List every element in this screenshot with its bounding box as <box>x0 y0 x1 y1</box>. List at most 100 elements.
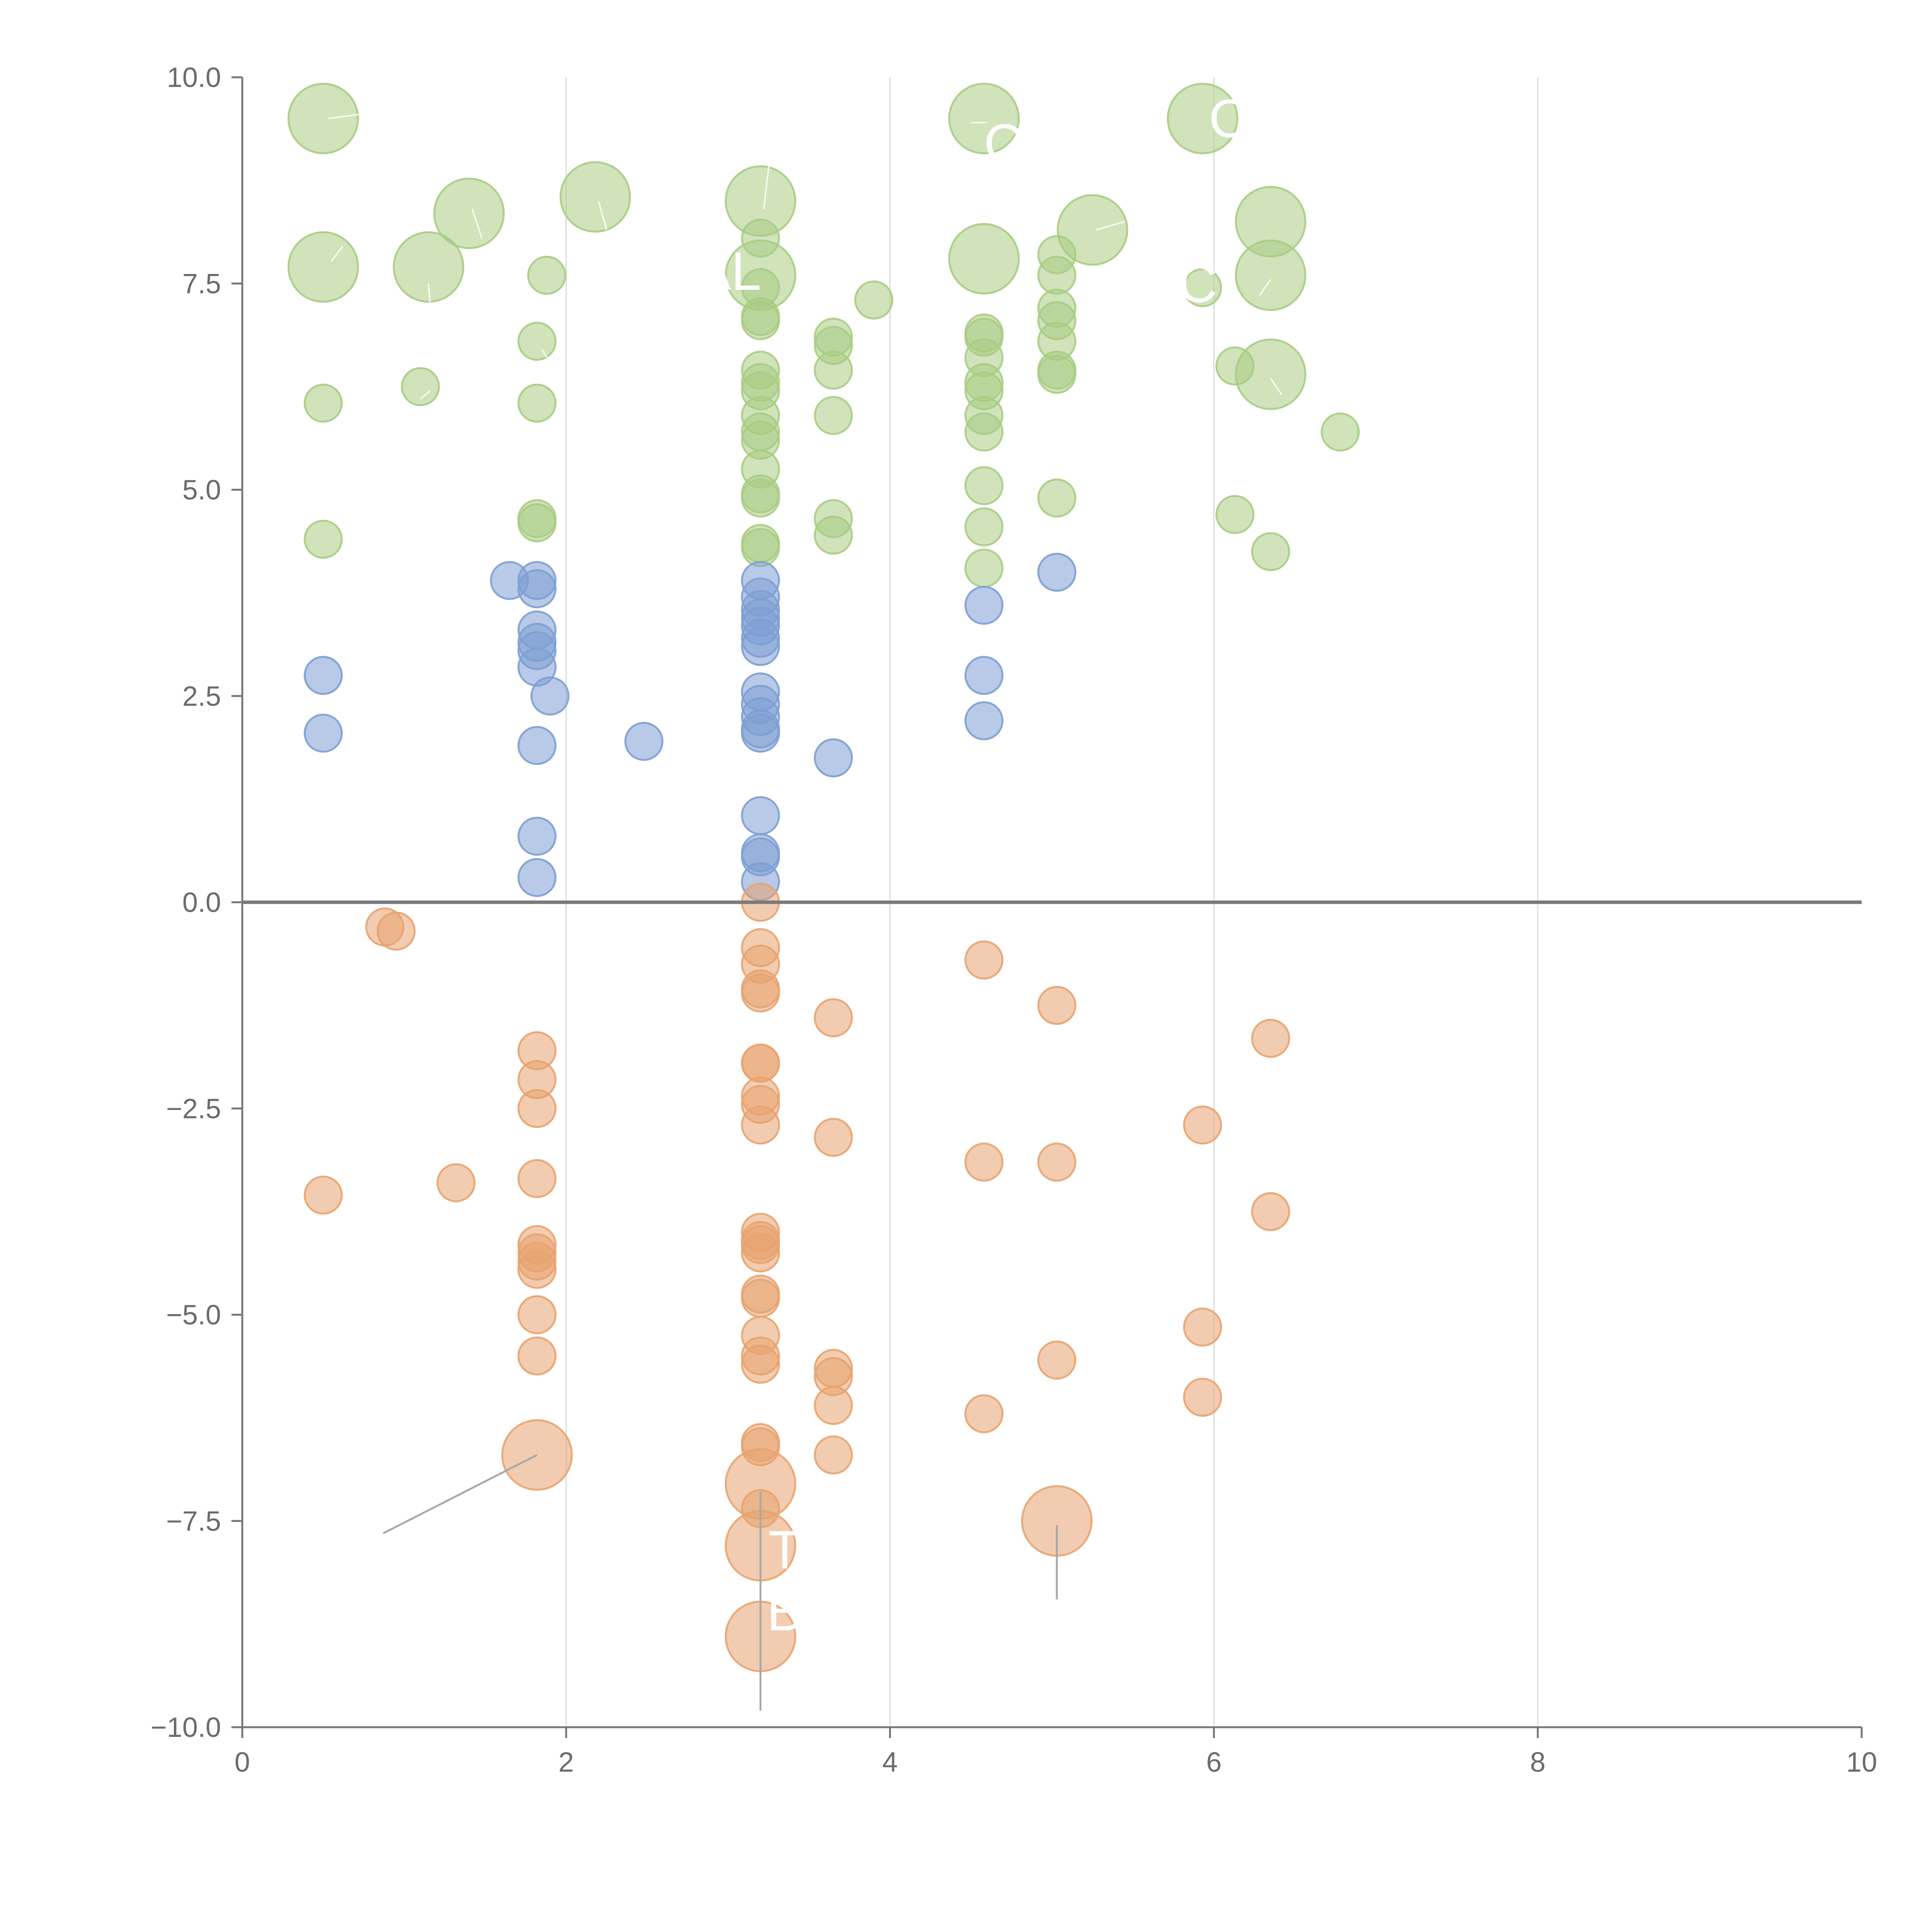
annotation-leader-line <box>1095 221 1125 231</box>
green-point <box>948 223 1020 295</box>
orange-point <box>517 1336 557 1376</box>
orange-point <box>741 973 780 1013</box>
blue-point <box>964 585 1003 625</box>
annotation-leader-line <box>328 114 359 119</box>
orange-point <box>517 1250 557 1289</box>
orange-point <box>1183 1308 1222 1347</box>
y-axis-ticks: 10.0 7.5 5.0 2.5 0.0 −2.5 −5.0 −7.5 −10.0 <box>151 62 242 1743</box>
orange-point <box>741 1105 780 1145</box>
green-point <box>517 321 557 361</box>
y-tick-label: 2.5 <box>182 681 221 712</box>
annotation-leader-line <box>383 1454 537 1534</box>
green-point <box>1037 355 1077 394</box>
x-tick-label: 4 <box>882 1747 898 1778</box>
orange-point <box>964 1143 1003 1182</box>
x-tick-label: 2 <box>558 1747 574 1778</box>
blue-point <box>517 569 557 609</box>
blue-point <box>741 627 780 666</box>
orange-point <box>1037 1143 1077 1182</box>
green-point <box>964 412 1003 452</box>
y-tick-label: −10.0 <box>151 1712 221 1743</box>
green-point <box>517 503 557 543</box>
x-tick-label: 0 <box>235 1747 250 1778</box>
orange-point <box>964 1394 1003 1434</box>
orange-point <box>304 1175 343 1215</box>
green-point <box>304 383 343 423</box>
green-point <box>1037 255 1077 295</box>
green-point <box>1320 412 1360 452</box>
green-point <box>287 83 359 155</box>
blue-point <box>1037 553 1077 592</box>
annotation-label: A <box>912 207 949 268</box>
green-point <box>854 280 893 320</box>
annotation-leader-line <box>1259 279 1271 296</box>
green-point <box>1183 268 1222 307</box>
orange-point <box>814 1435 853 1475</box>
orange-point <box>436 1163 476 1202</box>
y-tick-label: −7.5 <box>166 1506 221 1537</box>
annotation-label: C <box>984 113 1023 173</box>
green-point <box>393 231 464 303</box>
annotation-label: C <box>1178 253 1217 314</box>
green-point <box>741 218 780 258</box>
green-point <box>741 528 780 567</box>
x-tick-label: 8 <box>1530 1747 1546 1778</box>
green-point <box>948 83 1020 155</box>
blue-point <box>517 816 557 856</box>
green-point <box>964 507 1003 547</box>
x-tick-label: 10 <box>1846 1747 1877 1778</box>
green-point <box>1215 495 1255 534</box>
orange-point <box>741 1043 780 1083</box>
orange-point <box>1037 1340 1077 1380</box>
orange-point <box>517 1089 557 1128</box>
green-point <box>1235 338 1306 410</box>
annotation-leader-line <box>427 283 431 304</box>
x-axis-ticks: 0 2 4 6 8 10 <box>235 1727 1877 1778</box>
blue-point <box>517 858 557 897</box>
annotation-leader-line <box>330 246 344 262</box>
y-tick-label: 7.5 <box>182 269 221 299</box>
annotation-label: A <box>1313 199 1349 260</box>
orange-point <box>964 940 1003 980</box>
annotation-label: CK <box>1209 88 1284 149</box>
orange-point <box>741 1279 780 1318</box>
blue-point <box>304 656 343 695</box>
data-points <box>287 83 1360 1672</box>
green-point <box>1251 532 1290 571</box>
annotation-label: B <box>767 1581 803 1642</box>
y-tick-label: −2.5 <box>166 1094 221 1124</box>
green-point <box>560 161 631 233</box>
green-point <box>814 350 853 390</box>
green-point <box>964 548 1003 588</box>
annotation-label: AL <box>695 241 761 301</box>
blue-point <box>964 701 1003 740</box>
orange-point <box>741 1345 780 1384</box>
orange-point <box>1251 1192 1290 1231</box>
annotation-leader-line <box>598 201 607 230</box>
blue-point <box>741 713 780 753</box>
orange-point <box>741 1233 780 1272</box>
annotation-leader-line <box>471 209 483 238</box>
blue-point <box>814 738 853 777</box>
orange-point <box>1183 1378 1222 1417</box>
blue-point <box>304 713 343 753</box>
green-point <box>814 396 853 435</box>
orange-point <box>517 1159 557 1198</box>
y-tick-label: 10.0 <box>167 62 221 93</box>
green-point <box>1235 239 1306 311</box>
annotation-leader-line <box>541 349 551 362</box>
green-point <box>741 478 780 518</box>
y-tick-label: 0.0 <box>182 887 221 918</box>
orange-point <box>1183 1105 1222 1145</box>
green-point <box>401 367 440 406</box>
y-tick-label: 5.0 <box>182 475 221 506</box>
annotation-leaders <box>328 114 1283 1711</box>
green-point <box>964 466 1003 505</box>
green-point <box>433 177 505 249</box>
green-point <box>304 520 343 559</box>
green-point <box>1167 83 1238 155</box>
orange-point <box>814 1117 853 1157</box>
orange-point <box>1037 986 1077 1025</box>
blue-point <box>530 676 570 716</box>
green-point <box>741 297 780 336</box>
